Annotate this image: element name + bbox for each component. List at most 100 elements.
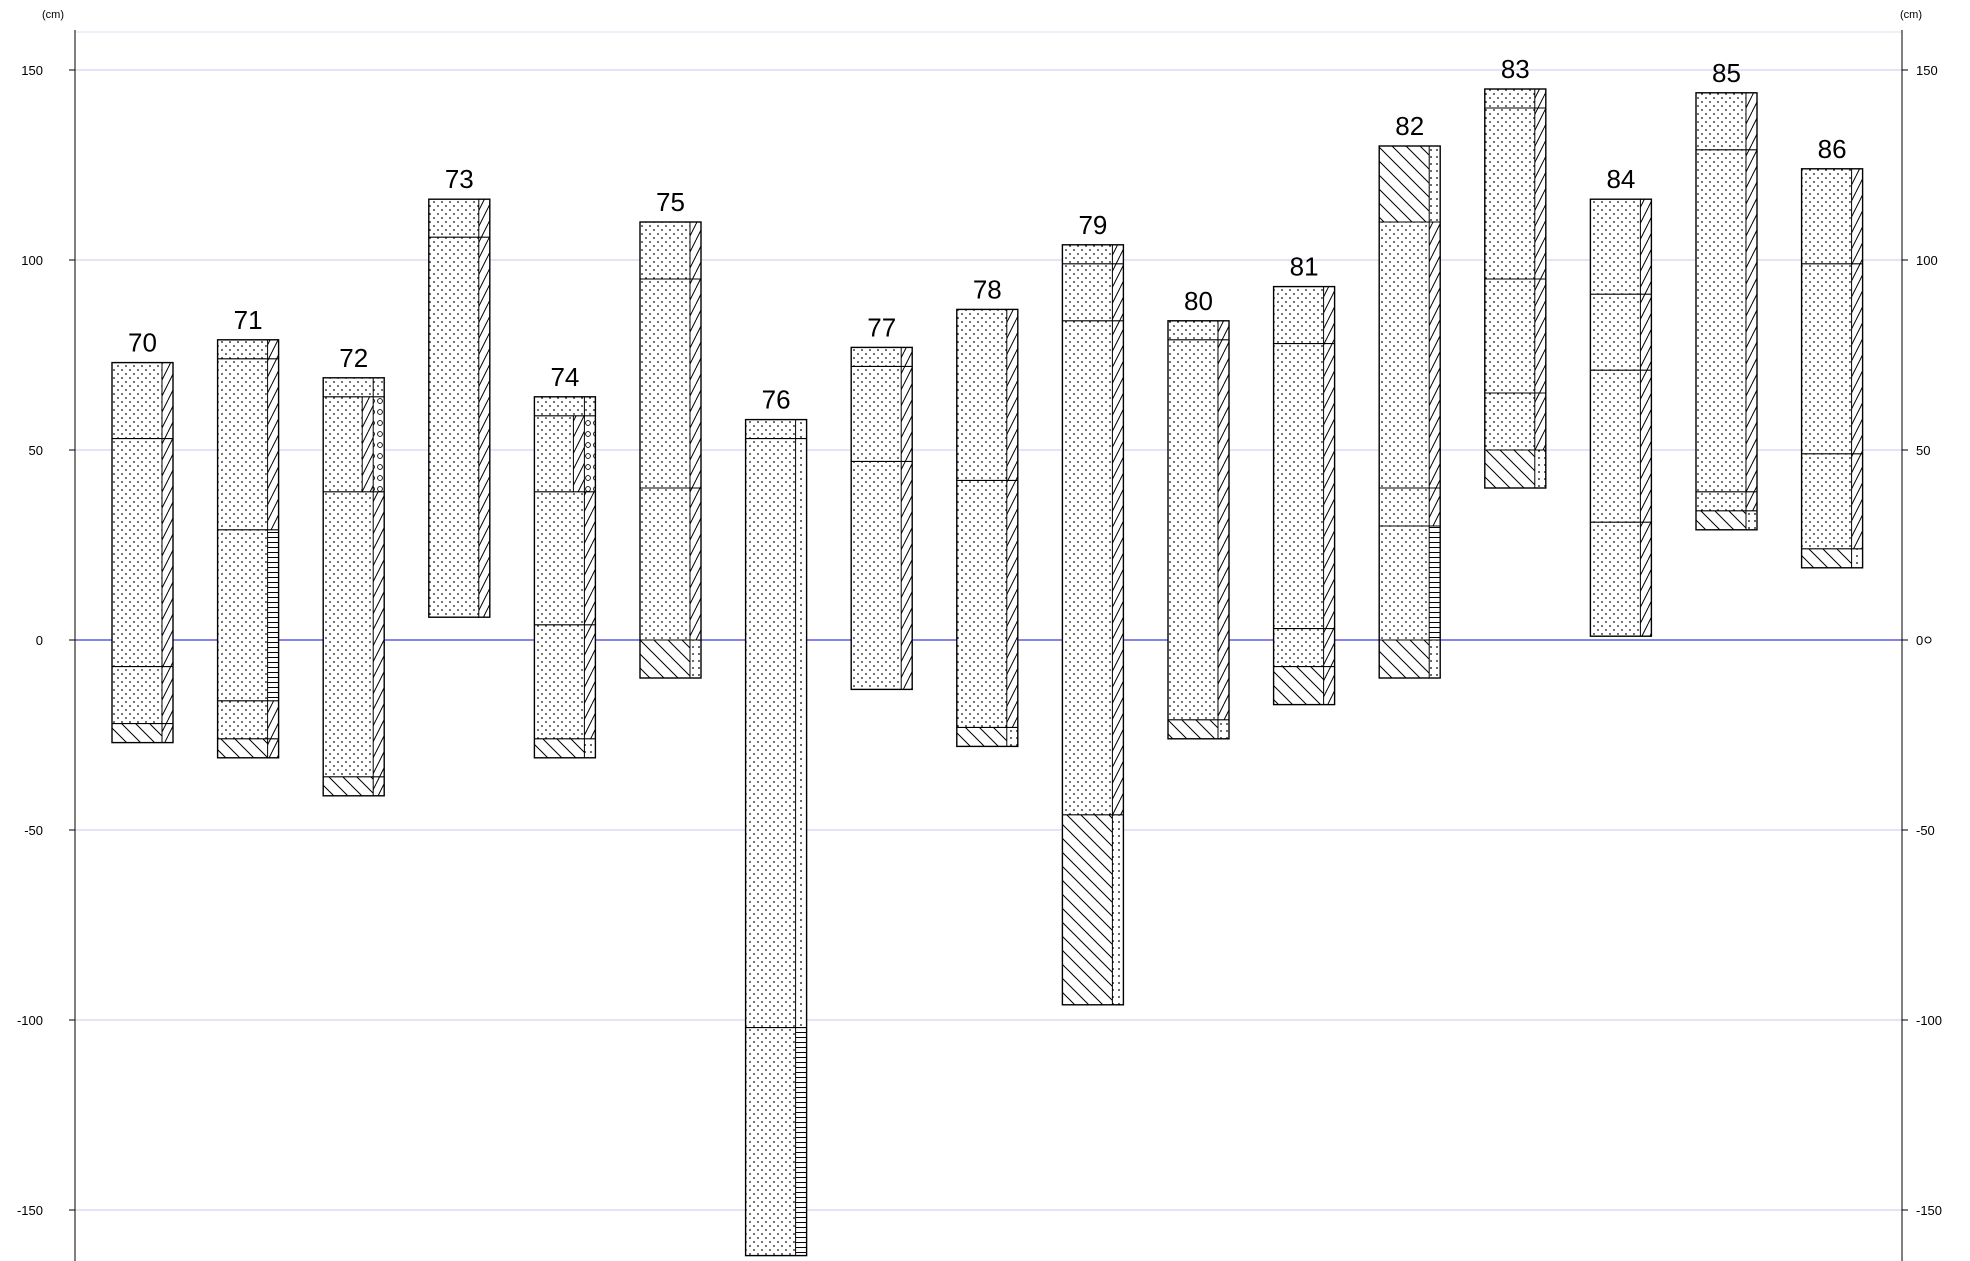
core-78: 78: [956, 274, 1019, 748]
core-79: 79: [1061, 210, 1125, 1006]
core-layer-side: [1112, 244, 1124, 815]
right-tick-label: -100: [1916, 1013, 1942, 1028]
core-layer-side: [1640, 199, 1652, 637]
core-layer-side: [1746, 92, 1757, 511]
core-layer-fill: [745, 419, 796, 1028]
core-layer-side: [373, 776, 385, 796]
core-label: 81: [1290, 252, 1319, 282]
core-label: 80: [1184, 286, 1213, 316]
core-76: 76: [744, 385, 808, 1257]
core-84: 84: [1589, 164, 1653, 637]
core-layer-fill: [534, 396, 585, 416]
core-72: 72: [322, 343, 385, 797]
core-layer-fill: [1801, 168, 1852, 549]
core-label: 70: [128, 328, 157, 358]
core-layer-fill: [745, 1027, 796, 1256]
core-layer-fill: [112, 723, 162, 743]
core-outline: [639, 221, 702, 679]
core-layer-side: [584, 415, 596, 492]
core-layer-side: [1323, 666, 1335, 705]
core-layer-fill: [112, 362, 162, 724]
core-outline: [744, 418, 808, 1257]
core-layer-side: [1429, 526, 1441, 640]
core-layer-fill: [534, 415, 574, 492]
core-75: 75: [639, 187, 702, 679]
left-tick-label: 0: [36, 633, 43, 648]
core-outline: [1800, 168, 1864, 569]
zero-marker: [1924, 636, 1932, 644]
core-outline: [1589, 198, 1653, 637]
core-label: 76: [762, 385, 791, 415]
cores: 70 71 72 73 74 75 76 77 78 79 80 81 82 83 84 85 86: [111, 54, 1864, 1257]
core-outline: [111, 361, 174, 744]
core-layer-side: [584, 491, 596, 739]
core-layer-fill: [956, 309, 1007, 728]
core-81: 81: [1272, 252, 1336, 706]
core-label: 83: [1501, 54, 1530, 84]
core-outline: [216, 339, 280, 759]
core-layer-fill: [1062, 244, 1113, 815]
core-layer-side: [573, 415, 585, 492]
core-label: 86: [1818, 134, 1847, 164]
core-layer-side: [1429, 146, 1441, 222]
left-unit-label: (cm): [42, 9, 64, 21]
core-82: 82: [1378, 111, 1441, 679]
core-layer-fill: [217, 700, 268, 739]
core-layer-fill: [323, 776, 374, 796]
core-label: 85: [1712, 58, 1741, 88]
core-layer-side: [373, 491, 385, 777]
core-layer-fill: [217, 738, 268, 758]
axes: 150 150 100 100 50 50 0 0 -50 -50 -100 -100 -150 -150…: [17, 9, 1942, 1261]
core-layer-side: [362, 396, 374, 492]
core-layer-fill: [534, 491, 585, 739]
core-layer-side: [162, 362, 173, 724]
core-layer-fill: [1273, 286, 1324, 667]
core-label: 84: [1606, 164, 1635, 194]
left-tick-label: -100: [17, 1013, 43, 1028]
core-layer-fill: [1379, 222, 1430, 526]
right-tick-label: 50: [1916, 443, 1930, 458]
core-label: 73: [445, 164, 474, 194]
left-tick-label: -150: [17, 1203, 43, 1218]
left-tick-label: -50: [24, 823, 43, 838]
core-layer-fill: [217, 529, 268, 701]
core-outline: [956, 308, 1019, 748]
core-layer-fill: [1273, 666, 1324, 705]
left-tick-label: 50: [29, 443, 43, 458]
core-layer-side: [901, 347, 913, 690]
core-label: 72: [339, 343, 368, 373]
core-layer-fill: [1484, 450, 1535, 488]
left-tick-label: 100: [21, 253, 43, 268]
core-outline: [533, 396, 597, 759]
core-80: 80: [1167, 286, 1230, 740]
core-layer-fill: [1484, 89, 1535, 450]
core-layer-fill: [1379, 146, 1430, 222]
core-85: 85: [1695, 58, 1758, 531]
core-layer-side: [1112, 814, 1124, 1005]
core-layer-fill: [1168, 719, 1218, 739]
core-layer-fill: [640, 640, 690, 678]
core-layer-side: [1323, 286, 1335, 667]
core-layer-fill: [956, 727, 1007, 747]
core-outline: [1484, 88, 1547, 489]
core-label: 71: [234, 305, 263, 335]
core-layer-fill: [851, 347, 902, 690]
core-label: 82: [1395, 111, 1424, 141]
core-layer-fill: [1801, 548, 1852, 568]
core-83: 83: [1484, 54, 1547, 489]
right-tick-label: -50: [1916, 823, 1935, 838]
core-label: 75: [656, 187, 685, 217]
core-layer-side: [690, 640, 701, 678]
core-outline: [850, 346, 913, 691]
core-layer-side: [1851, 168, 1863, 549]
core-71: 71: [216, 305, 280, 759]
core-layer-fill: [323, 377, 374, 397]
core-layer-fill: [1379, 640, 1430, 678]
core-layer-fill: [1168, 320, 1218, 720]
core-layer-side: [1534, 89, 1546, 450]
core-label: 78: [973, 274, 1002, 304]
core-layer-side: [1218, 320, 1229, 720]
core-label: 79: [1078, 210, 1107, 240]
core-outline: [322, 377, 385, 797]
